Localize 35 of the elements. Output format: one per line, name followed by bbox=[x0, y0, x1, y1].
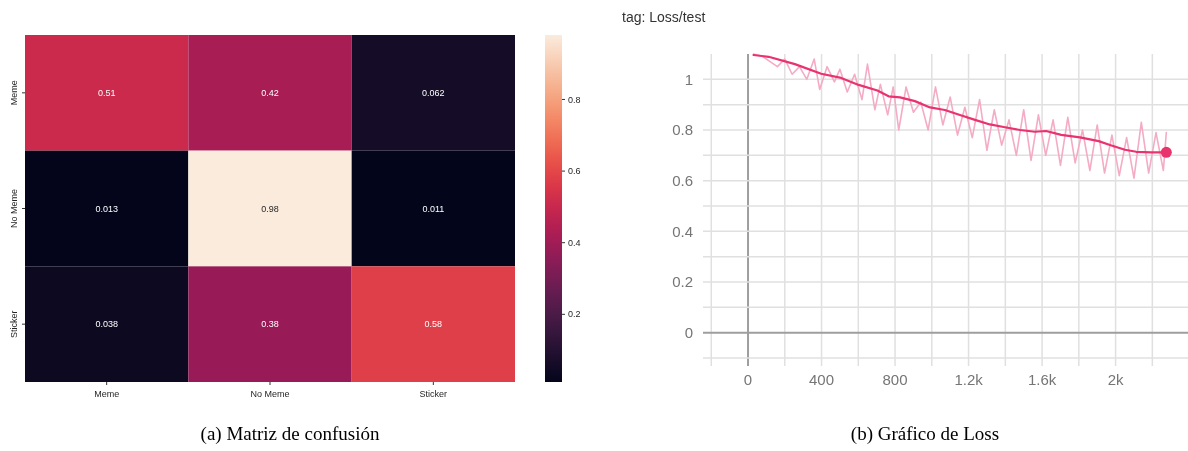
y-tick-label: 0.4 bbox=[672, 222, 693, 240]
color-bar-label: 0.2 bbox=[568, 309, 581, 320]
x-tick-label: 400 bbox=[809, 371, 835, 388]
color-bar-label: 0.4 bbox=[568, 237, 581, 248]
x-tick-label: Sticker bbox=[419, 389, 448, 399]
text: (b) Gráfico de Loss bbox=[850, 423, 1000, 445]
data-label: 0.38 bbox=[261, 319, 279, 330]
text: (a) Matriz de confusión bbox=[200, 423, 380, 445]
y-tick-label: 1 bbox=[684, 70, 693, 88]
data-label: 0.51 bbox=[97, 87, 116, 98]
x-tick-label: Meme bbox=[94, 389, 120, 399]
color-bar-label: 0.8 bbox=[568, 94, 581, 105]
data-label: 0.42 bbox=[261, 87, 279, 98]
x-tick-label: 1.2k bbox=[954, 371, 984, 388]
y-tick-label: 0.8 bbox=[672, 121, 693, 139]
y-tick-label: Meme bbox=[9, 80, 19, 106]
data-label: 0.062 bbox=[422, 87, 445, 98]
line-series bbox=[752, 53, 1168, 179]
y-tick-label: No Meme bbox=[9, 188, 19, 229]
data-label: 0.038 bbox=[95, 319, 118, 330]
y-tick-label: Sticker bbox=[9, 310, 19, 338]
data-label: 0.98 bbox=[261, 203, 279, 214]
y-tick-label: 0.2 bbox=[672, 273, 693, 291]
chart-title: tag: Loss/test bbox=[622, 9, 706, 25]
data-label: 0.011 bbox=[422, 203, 445, 214]
x-tick-label: No Meme bbox=[250, 389, 290, 399]
y-tick-label: 0 bbox=[684, 323, 693, 341]
x-tick-label: 1.6k bbox=[1027, 371, 1057, 388]
x-tick-label: 800 bbox=[882, 371, 908, 388]
data-label: 0.58 bbox=[424, 319, 443, 330]
x-tick-label: 0 bbox=[743, 371, 753, 388]
data-label: 0.013 bbox=[95, 203, 118, 214]
color-bar-label: 0.6 bbox=[568, 166, 581, 177]
y-tick-label: 0.6 bbox=[672, 171, 693, 189]
x-tick-label: 2k bbox=[1107, 371, 1125, 388]
